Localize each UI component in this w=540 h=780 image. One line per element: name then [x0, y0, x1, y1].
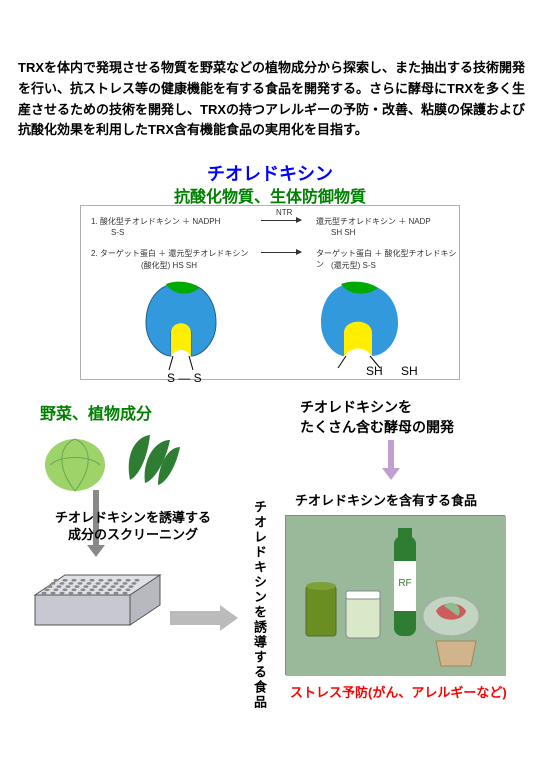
arrow-plate-right — [170, 605, 238, 631]
food-photo: RF — [285, 515, 505, 675]
vegetable-icons — [40, 425, 190, 495]
rxn2-right-sub: (還元型) S-S — [331, 260, 376, 271]
food-title: チオレドキシンを含有する食品 — [295, 490, 477, 509]
rxn2-left-sub: (酸化型) HS SH — [141, 260, 197, 271]
title-sub: 抗酸化物質、生体防御物質 — [0, 183, 540, 207]
reaction-diagram: NTR 1. 酸化型チオレドキシン ＋ NADPH S-S 還元型チオレドキシン… — [80, 205, 460, 380]
protein-reduced — [316, 278, 406, 373]
rxn1-right: 還元型チオレドキシン ＋ NADP — [316, 216, 431, 227]
rxn1-right-sub: SH SH — [331, 228, 355, 237]
stress-label: ストレス予防(がん、アレルギーなど) — [290, 682, 507, 701]
induce-food-vertical: チオレドキシンを誘導する食品 — [250, 500, 269, 720]
svg-text:RF: RF — [398, 578, 411, 589]
screening-label: チオレドキシンを誘導する 成分のスクリーニング — [48, 510, 218, 544]
intro-paragraph: TRXを体内で発現させる物質を野菜などの植物成分から探索し、また抽出する技術開発… — [18, 58, 528, 141]
ss-label-left: S — S — [167, 371, 202, 385]
ntr-label: NTR — [276, 208, 292, 217]
rxn1-left-sub: S-S — [111, 228, 124, 237]
sh-label-1: SH — [366, 364, 383, 378]
sh-label-2: SH — [401, 364, 418, 378]
protein-oxidized — [141, 278, 221, 373]
rxn2-left: 2. ターゲット蛋白 ＋ 還元型チオレドキシン — [91, 248, 248, 259]
rxn2-arrow — [261, 252, 301, 253]
arrow-yeast-down — [385, 440, 397, 480]
microplate-icon — [30, 565, 165, 660]
rxn1-left: 1. 酸化型チオレドキシン ＋ NADPH — [91, 216, 220, 227]
yeast-label: チオレドキシンを たくさん含む酵母の開発 — [300, 398, 454, 437]
veg-label: 野菜、植物成分 — [40, 400, 152, 424]
rxn1-arrow — [261, 220, 301, 221]
